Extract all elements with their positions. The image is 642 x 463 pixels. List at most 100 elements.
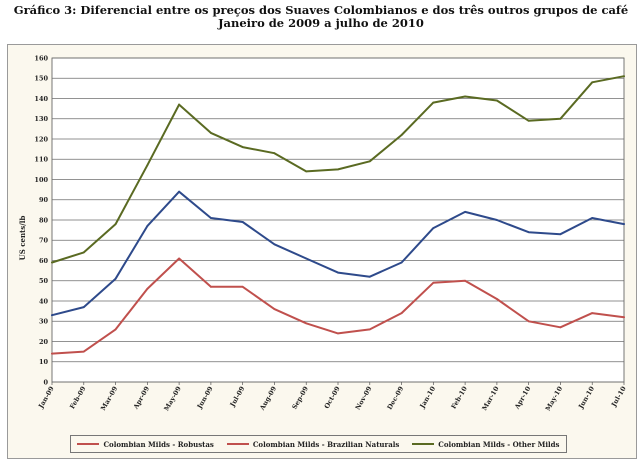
x-tick-label: Feb-09 — [68, 385, 88, 411]
data-point — [82, 350, 85, 353]
y-tick-label: 30 — [39, 318, 49, 326]
y-tick-label: 20 — [39, 338, 49, 346]
data-point — [209, 132, 212, 134]
chart-title-block: Gráfico 3: Diferencial entre os preços d… — [0, 4, 642, 30]
x-tick-label: Nov-09 — [354, 385, 374, 412]
x-tick-label: Jul-10 — [609, 385, 628, 409]
legend-item-brazilian-naturals: Colombian Milds - Brazilian Naturals — [226, 439, 400, 449]
legend-item-robustas: Colombian Milds - Robustas — [77, 439, 214, 449]
data-point — [591, 312, 594, 315]
data-point — [495, 219, 498, 221]
data-point — [464, 211, 467, 213]
data-point — [337, 271, 339, 274]
data-point — [337, 168, 339, 171]
chart-title: Gráfico 3: Diferencial entre os preços d… — [13, 3, 629, 17]
data-point — [400, 261, 403, 264]
data-point — [305, 322, 308, 325]
x-tick-label: Jun-10 — [576, 385, 596, 411]
data-point — [368, 275, 371, 278]
y-tick-label: 150 — [34, 75, 48, 83]
data-point — [51, 314, 53, 317]
data-point — [305, 170, 308, 173]
y-tick-label: 10 — [39, 358, 49, 366]
data-point — [432, 227, 435, 230]
data-point — [82, 251, 85, 254]
data-point — [527, 231, 530, 234]
y-tick-label: 60 — [39, 257, 49, 265]
y-tick-label: 90 — [39, 196, 49, 204]
data-point — [495, 298, 498, 300]
data-point — [432, 101, 435, 104]
data-point — [623, 223, 625, 225]
x-tick-label: Apr-09 — [131, 385, 151, 412]
data-point — [114, 223, 117, 225]
chart-subtitle: Janeiro de 2009 a julho de 2010 — [218, 16, 424, 30]
data-point — [559, 233, 562, 236]
data-point — [337, 332, 339, 335]
data-point — [178, 190, 181, 193]
data-point — [51, 352, 53, 355]
data-point — [527, 119, 530, 122]
legend: Colombian Milds - Robustas Colombian Mil… — [70, 435, 567, 453]
data-point — [368, 328, 371, 331]
x-tick-label: Aug-09 — [258, 385, 279, 413]
data-point — [464, 279, 467, 282]
data-point — [241, 146, 244, 149]
legend-item-other-milds: Colombian Milds - Other Milds — [412, 440, 559, 449]
y-tick-label: 160 — [34, 54, 48, 62]
legend-swatch-other-milds — [412, 443, 435, 445]
legend-label-brazilian-naturals: Colombian Milds - Brazilian Naturals — [252, 439, 400, 449]
data-point — [241, 285, 244, 288]
x-tick-labels: Jan-09 Feb-09 Mar-09 Apr-09 May-09 Jun-09 Jul-… — [36, 385, 628, 413]
y-tick-label: 40 — [39, 297, 49, 305]
legend-label-other-milds: Colombian Milds - Other Milds — [438, 439, 560, 449]
data-point — [495, 99, 498, 102]
data-point — [400, 134, 403, 136]
data-point — [146, 164, 149, 167]
data-point — [464, 95, 467, 98]
data-point — [527, 320, 530, 323]
grid-lines — [51, 57, 625, 385]
y-tick-label: 50 — [39, 277, 49, 285]
series-lines — [51, 75, 625, 355]
x-tick-label: Dec-09 — [386, 385, 406, 411]
data-point — [178, 103, 181, 106]
legend-swatch-brazilian-naturals — [226, 443, 249, 445]
y-tick-label: 70 — [39, 237, 49, 245]
data-point — [559, 117, 562, 120]
data-point — [178, 257, 181, 260]
x-tick-label: Jan-09 — [36, 385, 56, 411]
data-point — [432, 281, 435, 284]
data-point — [241, 221, 244, 223]
data-point — [591, 217, 594, 219]
x-tick-label: Mar-10 — [480, 385, 500, 412]
y-tick-label: 100 — [34, 176, 48, 184]
data-point — [368, 160, 371, 163]
data-point — [591, 81, 594, 84]
data-point — [146, 225, 149, 227]
data-point — [273, 243, 276, 246]
data-point — [400, 312, 403, 315]
data-point — [305, 257, 308, 260]
data-point — [623, 75, 625, 78]
y-tick-label: 140 — [34, 95, 48, 103]
x-tick-label: Mar-09 — [99, 385, 119, 412]
data-point — [51, 261, 53, 264]
data-point — [273, 152, 276, 155]
data-point — [209, 285, 212, 288]
y-tick-label: 0 — [43, 378, 48, 386]
x-tick-label: Jan-10 — [418, 385, 438, 411]
data-point — [209, 217, 212, 219]
data-point — [559, 326, 562, 329]
y-axis-label: US cents/lb — [18, 216, 27, 261]
data-point — [82, 306, 85, 308]
x-tick-label: Feb-10 — [450, 385, 470, 411]
legend-label-robustas: Colombian Milds - Robustas — [103, 439, 214, 449]
data-point — [146, 287, 149, 290]
y-tick-label: 110 — [34, 156, 48, 164]
y-tick-labels: 0 10 20 30 40 50 60 70 80 90 100 110 120 130 140 150 160 — [34, 54, 48, 386]
x-tick-label: May-09 — [162, 385, 183, 413]
x-tick-label: Jun-09 — [195, 385, 215, 411]
legend-swatch-robustas — [77, 443, 100, 445]
